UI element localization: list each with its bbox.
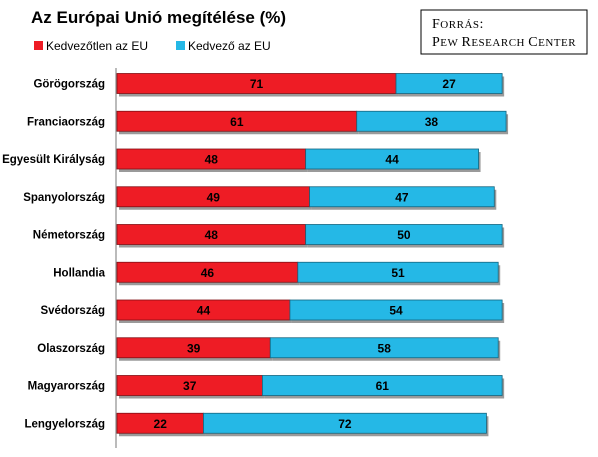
value-label-unfavorable: 37 <box>183 379 197 393</box>
value-label-favorable: 44 <box>385 153 399 167</box>
source-name: PEW RESEARCH CENTER <box>432 35 576 50</box>
value-label-unfavorable: 49 <box>207 190 221 204</box>
category-label: Egyesült Királyság <box>2 154 105 166</box>
category-label: Görögország <box>33 79 105 91</box>
category-label: Olaszország <box>37 343 105 355</box>
bar-favorable <box>269 337 499 359</box>
value-label-favorable: 27 <box>442 77 456 91</box>
value-label-unfavorable: 46 <box>201 266 215 280</box>
value-label-unfavorable: 22 <box>154 417 168 431</box>
value-label-favorable: 54 <box>389 304 403 318</box>
bar-favorable <box>203 412 487 434</box>
bar-favorable <box>305 148 479 170</box>
category-label: Magyarország <box>28 381 105 393</box>
bar-favorable <box>309 186 495 208</box>
value-label-unfavorable: 39 <box>187 341 201 355</box>
legend-swatch-favorable <box>176 41 185 50</box>
legend-label-favorable: Kedvező az EU <box>188 39 271 53</box>
value-label-unfavorable: 71 <box>250 77 264 91</box>
bar-favorable <box>262 375 503 396</box>
bar-favorable <box>395 73 503 94</box>
legend: Kedvezőtlen az EU Kedvező az EU <box>34 39 271 53</box>
value-label-favorable: 38 <box>425 115 439 129</box>
category-label: Hollandia <box>53 267 105 279</box>
bars: 71 27 61 38 48 44 49 47 48 50 46 51 44 54 39 58 37 61 22 72 <box>116 73 509 437</box>
source-label: FORRÁS: <box>432 17 484 32</box>
category-label: Németország <box>33 230 105 242</box>
value-label-unfavorable: 61 <box>230 115 244 129</box>
value-label-favorable: 61 <box>376 379 390 393</box>
value-label-favorable: 72 <box>338 417 352 431</box>
value-label-unfavorable: 48 <box>205 228 219 242</box>
bar-favorable <box>356 110 507 132</box>
chart-title: Az Európai Unió megítélése (%) <box>31 8 286 27</box>
value-label-favorable: 47 <box>395 190 409 204</box>
value-label-favorable: 58 <box>378 341 392 355</box>
value-label-unfavorable: 44 <box>197 304 211 318</box>
category-labels: Görögország Franciaország Egyesült Királys… <box>2 79 106 431</box>
value-label-favorable: 50 <box>397 228 411 242</box>
category-label: Svédország <box>40 305 105 317</box>
value-label-favorable: 51 <box>391 266 405 280</box>
source-box: FORRÁS: PEW RESEARCH CENTER <box>420 9 588 55</box>
value-label-unfavorable: 48 <box>205 153 219 167</box>
bar-favorable <box>297 261 499 283</box>
legend-swatch-unfavorable <box>34 41 43 50</box>
legend-label-unfavorable: Kedvezőtlen az EU <box>46 39 148 53</box>
bar-favorable <box>305 224 503 245</box>
category-label: Lengyelország <box>24 418 105 430</box>
category-label: Spanyolország <box>23 192 105 204</box>
bar-favorable <box>289 299 503 321</box>
category-label: Franciaország <box>27 116 105 128</box>
